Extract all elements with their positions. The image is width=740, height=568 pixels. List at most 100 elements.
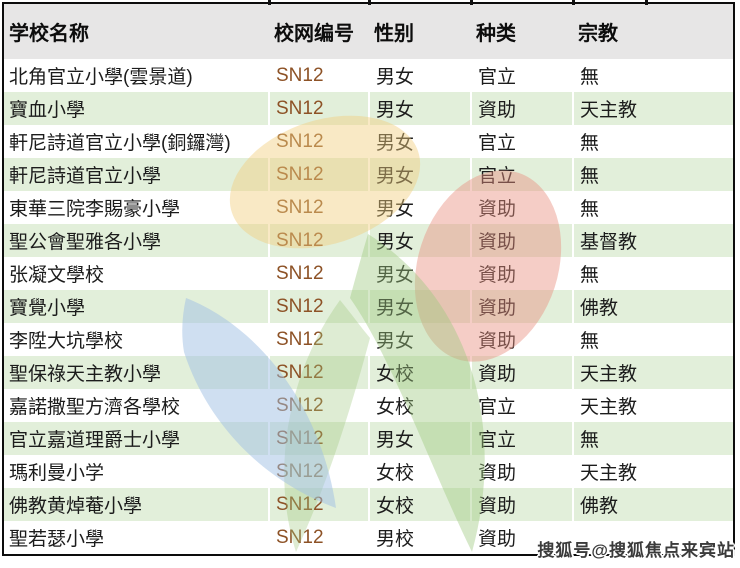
cell-kind: 資助	[470, 356, 572, 389]
cell-text: 無	[580, 199, 600, 220]
cell-name: 聖若瑟小學	[4, 521, 268, 554]
cell-text: 女校	[376, 463, 415, 484]
cell-text: 女校	[376, 364, 415, 385]
cell-kind: 官立	[470, 125, 572, 158]
header-religion: 宗教	[572, 4, 733, 59]
cell-text: 軒尼詩道官立小學	[9, 166, 162, 187]
cell-net: SN12	[268, 59, 368, 92]
cell-net: SN12	[268, 488, 368, 521]
cell-text: SN12	[276, 493, 324, 515]
cell-name: 嘉諾撒聖方濟各學校	[4, 389, 268, 422]
cell-net: SN12	[268, 422, 368, 455]
cell-text: 男女	[376, 199, 415, 220]
cell-name: 東華三院李賜豪小學	[4, 191, 268, 224]
cell-text: 张凝文學校	[9, 265, 105, 286]
cell-net: SN12	[268, 455, 368, 488]
cell-kind: 資助	[470, 323, 572, 356]
column-tick	[470, 0, 473, 5]
cell-religion: 無	[572, 158, 733, 191]
cell-text: 官立	[478, 430, 517, 451]
cell-name: 寶血小學	[4, 92, 268, 125]
cell-text: 軒尼詩道官立小學(銅鑼灣)	[9, 133, 231, 154]
cell-text: 嘉諾撒聖方濟各學校	[9, 397, 181, 418]
cell-kind: 官立	[470, 389, 572, 422]
cell-net: SN12	[268, 521, 368, 554]
cell-religion	[572, 521, 733, 554]
table-row: 寶覺小學 SN12 男女 資助 佛教	[4, 290, 733, 323]
table-row: 官立嘉道理爵士小學 SN12 男女 官立 無	[4, 422, 733, 455]
cell-text: SN12	[276, 328, 324, 350]
cell-text: 資助	[478, 496, 517, 517]
cell-text: 資助	[478, 100, 517, 121]
cell-text: 女校	[376, 496, 415, 517]
cell-religion: 基督教	[572, 224, 733, 257]
cell-text: 官立嘉道理爵士小學	[9, 430, 181, 451]
cell-text: 無	[580, 133, 600, 154]
table-row: 北角官立小學(雲景道) SN12 男女 官立 無	[4, 59, 733, 92]
cell-religion: 無	[572, 125, 733, 158]
table-row: 軒尼詩道官立小學 SN12 男女 官立 無	[4, 158, 733, 191]
cell-text: SN12	[276, 163, 324, 185]
cell-text: 資助	[478, 298, 517, 319]
cell-text: SN12	[276, 130, 324, 152]
header-label: 性别	[374, 23, 414, 45]
cell-religion: 無	[572, 422, 733, 455]
header-label: 校网编号	[274, 23, 354, 45]
cell-text: SN12	[276, 97, 324, 119]
cell-name: 瑪利曼小学	[4, 455, 268, 488]
cell-text: SN12	[276, 361, 324, 383]
cell-name: 聖保祿天主教小學	[4, 356, 268, 389]
header-label: 宗教	[578, 23, 618, 45]
header-kind: 种类	[470, 4, 572, 59]
cell-religion: 天主教	[572, 356, 733, 389]
cell-text: SN12	[276, 460, 324, 482]
cell-text: 北角官立小學(雲景道)	[9, 67, 193, 88]
cell-text: 瑪利曼小学	[9, 463, 105, 484]
cell-text: 聖若瑟小學	[9, 529, 105, 550]
cell-text: 資助	[478, 331, 517, 352]
cell-text: 官立	[478, 67, 517, 88]
cell-net: SN12	[268, 92, 368, 125]
cell-text: 男女	[376, 100, 415, 121]
header-label: 学校名称	[9, 23, 89, 45]
cell-text: 天主教	[580, 100, 638, 121]
cell-gender: 男女	[368, 422, 470, 455]
cell-net: SN12	[268, 191, 368, 224]
sohu-watermark: 搜狐号@搜狐焦点来宾站	[537, 541, 735, 560]
table-row: 軒尼詩道官立小學(銅鑼灣) SN12 男女 官立 無	[4, 125, 733, 158]
table-row: 寶血小學 SN12 男女 資助 天主教	[4, 92, 733, 125]
cell-text: 女校	[376, 397, 415, 418]
school-table: 学校名称 校网编号 性别 种类 宗教 北角官立小學(雲景道) SN12 男女 官立無寶…	[4, 4, 733, 554]
cell-gender: 女校	[368, 488, 470, 521]
cell-kind: 官立	[470, 59, 572, 92]
table-row: 瑪利曼小学 SN12 女校 資助 天主教	[4, 455, 733, 488]
cell-text: SN12	[276, 262, 324, 284]
cell-name: 軒尼詩道官立小學	[4, 158, 268, 191]
cell-net: SN12	[268, 389, 368, 422]
table-row: 嘉諾撒聖方濟各學校 SN12 女校 官立 天主教	[4, 389, 733, 422]
cell-text: 男女	[376, 331, 415, 352]
cell-text: 無	[580, 331, 600, 352]
cell-name: 軒尼詩道官立小學(銅鑼灣)	[4, 125, 268, 158]
cell-name: 北角官立小學(雲景道)	[4, 59, 268, 92]
cell-text: 男校	[376, 529, 415, 550]
cell-name: 聖公會聖雅各小學	[4, 224, 268, 257]
cell-text: 資助	[478, 265, 517, 286]
cell-name: 张凝文學校	[4, 257, 268, 290]
cell-net: SN12	[268, 158, 368, 191]
column-tick	[268, 0, 271, 5]
cell-text: 寶血小學	[9, 100, 86, 121]
cell-net: SN12	[268, 224, 368, 257]
cell-text: 男女	[376, 265, 415, 286]
cell-text: SN12	[276, 427, 324, 449]
cell-text: SN12	[276, 64, 324, 86]
cell-text: 男女	[376, 430, 415, 451]
cell-net: SN12	[268, 125, 368, 158]
column-tick	[572, 0, 575, 5]
cell-text: 基督教	[580, 232, 638, 253]
header-school-name: 学校名称	[4, 4, 268, 59]
table-row: 聖保祿天主教小學 SN12 女校 資助 天主教	[4, 356, 733, 389]
cell-kind: 資助	[470, 257, 572, 290]
cell-text: 資助	[478, 529, 517, 550]
cell-gender: 女校	[368, 389, 470, 422]
